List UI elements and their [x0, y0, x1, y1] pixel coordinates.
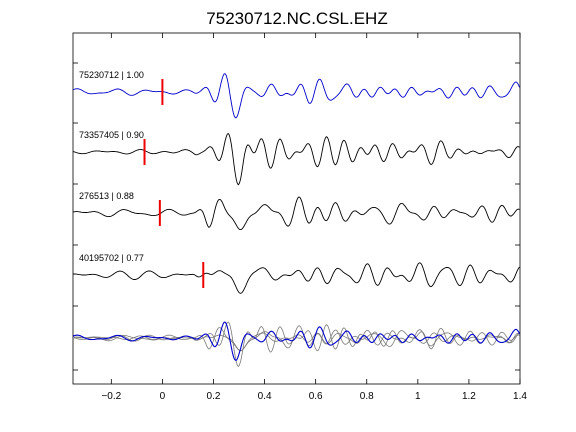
x-tick-label: 1.2 [462, 391, 476, 402]
trace-1: 73357405 | 0.90 [72, 130, 520, 186]
x-tick-label: 1.4 [513, 391, 527, 402]
trace-2: 276513 | 0.88 [72, 191, 520, 231]
x-tick-labels: −0.2 0 0.2 0.4 0.6 0.8 1 1.2 1.4 [101, 391, 527, 402]
trace-line [72, 73, 520, 119]
overlay-trace [73, 329, 520, 351]
trace-line [72, 196, 520, 231]
overlay-trace [72, 321, 520, 367]
x-tick-label: 0.6 [309, 391, 323, 402]
trace-label: 75230712 | 1.00 [79, 70, 144, 80]
trace-label: 40195702 | 0.77 [79, 253, 144, 263]
trace-label: 73357405 | 0.90 [79, 130, 144, 140]
trace-line [73, 262, 520, 294]
chart-title: 75230712.NC.CSL.EHZ [206, 9, 387, 28]
trace-3: 40195702 | 0.77 [73, 253, 520, 294]
plot-frame [72, 32, 521, 385]
trace-0: 75230712 | 1.00 [72, 70, 520, 119]
x-tick-label: 0 [160, 391, 166, 402]
x-tick-label: 0.4 [258, 391, 272, 402]
trace-panel: 75230712 | 1.00 73357405 | 0.90 276513 | 0… [72, 70, 520, 294]
x-tick-label: 1 [415, 391, 421, 402]
x-tick-label: −0.2 [101, 391, 121, 402]
overlay-stack [72, 321, 521, 367]
trace-line [72, 133, 520, 186]
x-tick-label: 0.8 [360, 391, 374, 402]
overlay-reference-trace [72, 321, 521, 361]
x-tick-label: 0.2 [207, 391, 221, 402]
axis-ticks [73, 33, 521, 384]
trace-label: 276513 | 0.88 [79, 191, 134, 201]
